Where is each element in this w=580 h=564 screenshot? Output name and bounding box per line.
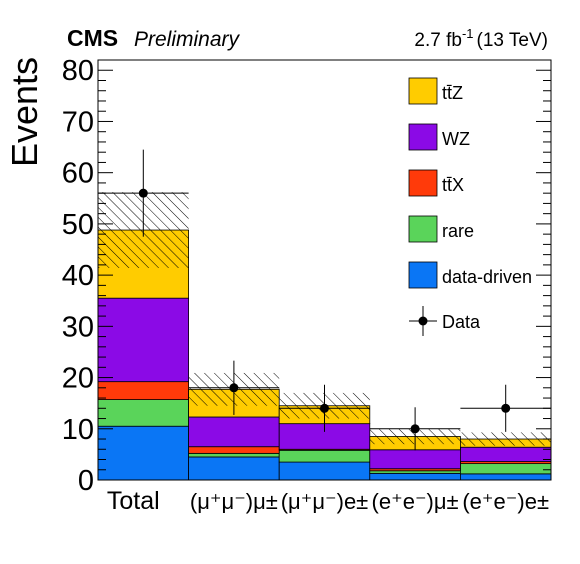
bar-rare-2: [278, 449, 371, 463]
legend-label-4: data-driven: [442, 267, 532, 287]
bar-datadriven-3: [369, 472, 461, 481]
legend-label-0: tt̄Z: [442, 83, 463, 103]
legend-label-1: WZ: [442, 129, 470, 149]
data-point-4: [501, 403, 511, 413]
bar-datadriven-2: [278, 461, 371, 481]
legend-swatch-4: [408, 261, 438, 289]
plot-frame: [97, 59, 552, 481]
ytick-label-20: 20: [62, 363, 94, 395]
ytick-label-80: 80: [62, 55, 94, 87]
bar-rare-1: [188, 452, 280, 458]
data-points: [98, 149, 551, 451]
ytick-label-60: 60: [62, 158, 94, 190]
data-point-2: [320, 403, 329, 413]
y-axis: 0 10 20 30 40 50 60 70 80: [62, 55, 551, 497]
xtick-label-4: (e⁺e⁻)e±: [462, 489, 549, 514]
bar-datadriven-0: [97, 425, 189, 481]
lumi-value: 2.7 fb: [414, 30, 462, 51]
ytick-label-70: 70: [62, 106, 94, 138]
bar-WZ-0: [97, 297, 189, 383]
ytick-label-40: 40: [62, 260, 94, 292]
ytick-label-10: 10: [62, 414, 94, 446]
legend-label-2: tt̄X: [442, 175, 464, 195]
xtick-label-3: (e⁺e⁻)μ±: [372, 489, 459, 514]
data-point-3: [410, 424, 420, 434]
xtick-label-2: (μ⁺μ⁻)e±: [281, 489, 369, 514]
legend-label-3: rare: [442, 221, 474, 241]
bar-datadriven-1: [188, 456, 280, 481]
legend-swatch-3: [408, 215, 438, 243]
ytick-label-50: 50: [62, 209, 94, 241]
xtick-label-0: Total: [107, 487, 160, 515]
cms-label: CMS: [67, 25, 118, 51]
x-axis: Total (μ⁺μ⁻)μ± (μ⁺μ⁻)e± (e⁺e⁻)μ± (e⁺e⁻)e±: [107, 487, 549, 515]
bar-WZ-1: [188, 416, 280, 448]
bar-rare-0: [97, 399, 189, 427]
xtick-label-1: (μ⁺μ⁻)μ±: [190, 489, 278, 514]
legend-label-5: Data: [442, 312, 481, 332]
bar-datadriven-4: [459, 473, 552, 481]
ytick-label-30: 30: [62, 311, 94, 343]
data-point-0: [138, 188, 148, 198]
legend: tt̄Z WZ tt̄X rare data-driven Data: [408, 77, 532, 336]
data-point-1: [229, 383, 239, 393]
lumi-exponent: -1: [462, 26, 474, 41]
ytick-label-0: 0: [78, 465, 94, 497]
bar-rare-4: [459, 463, 552, 475]
bar-ttX-1: [188, 446, 280, 454]
energy-label: (13 TeV): [477, 30, 548, 51]
axes-box: [97, 59, 552, 481]
legend-swatch-2: [408, 169, 438, 197]
preliminary-label: Preliminary: [134, 28, 241, 51]
bar-WZ-3: [369, 449, 461, 470]
uncertainty-4: [460, 432, 551, 446]
bar-WZ-4: [459, 446, 552, 462]
legend-swatch-0: [408, 77, 438, 105]
lumi-label: 2.7 fb-1 (13 TeV): [414, 26, 548, 51]
bar-ttX-0: [97, 381, 189, 400]
y-axis-label: Events: [4, 57, 45, 167]
legend-swatch-1: [408, 123, 438, 151]
legend-data-marker: [418, 316, 428, 326]
